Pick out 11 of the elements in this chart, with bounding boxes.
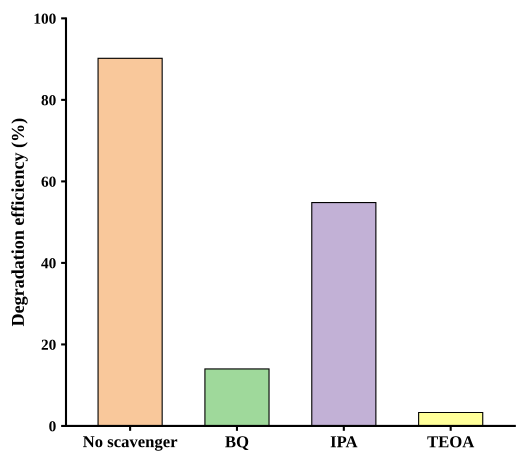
y-tick-label: 80 [42,95,56,106]
x-tick-label: TEOA [427,436,474,448]
x-tick-label: No scavenger [82,436,178,451]
y-axis-title: Degradation efficiency (%) [11,118,28,326]
y-tick-label: 60 [42,176,56,187]
x-tick-label: IPA [330,436,358,448]
y-tick-label: 40 [41,258,56,268]
y-tick-label: 100 [34,14,56,24]
x-tick-label: BQ [225,436,248,450]
y-tick-label: 20 [42,340,56,350]
y-tick-label: 0 [49,421,56,432]
